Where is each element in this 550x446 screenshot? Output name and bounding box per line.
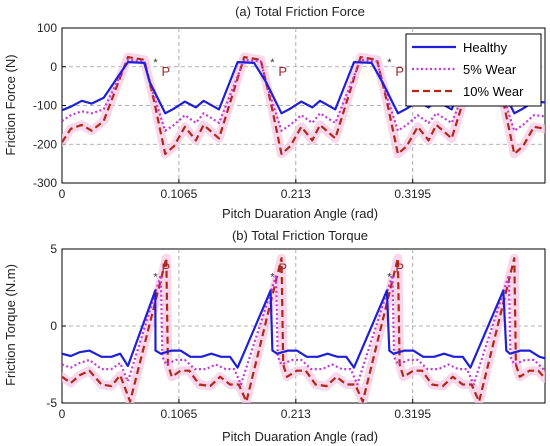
marker-label: P <box>395 261 404 276</box>
series-line-5-wear <box>62 274 545 386</box>
series-line-10-wear <box>62 257 545 403</box>
legend: Healthy 5% Wear 10% Wear <box>405 33 542 107</box>
legend-label: 10% Wear <box>463 84 524 99</box>
marker-label: P <box>162 261 171 276</box>
x-tick-label: 0.3195 <box>394 187 431 201</box>
friction-force-panel: (a) Total Friction Force Pitch Duaration… <box>3 4 546 221</box>
y-tick-label: 100 <box>37 21 57 35</box>
x-tick-label: 0 <box>59 407 66 421</box>
y-tick-label: -200 <box>33 137 57 151</box>
y-tick-label: -5 <box>46 396 57 410</box>
marker-star: * <box>387 272 392 284</box>
marker-star: * <box>153 57 158 69</box>
x-tick-label: 0 <box>59 187 66 201</box>
series-group <box>62 253 545 403</box>
friction-torque-panel: (b) Total Friction Torque Pitch Duaratio… <box>3 228 546 444</box>
y-tick-label: 0 <box>50 319 57 333</box>
x-tick-label: 0.213 <box>281 187 311 201</box>
x-tick-label: 0.213 <box>281 407 311 421</box>
x-tick-label: 0.1065 <box>161 187 198 201</box>
marker-label: P <box>395 64 404 79</box>
x-tick-label: 0.3195 <box>394 407 431 421</box>
x-tick-label: 0.1065 <box>161 407 198 421</box>
chart-title: (b) Total Friction Torque <box>232 228 368 243</box>
y-axis-label: Friction Torque (N.m) <box>3 264 18 386</box>
marker-label: P <box>278 64 287 79</box>
y-tick-label: 0 <box>50 60 57 74</box>
y-tick-label: -300 <box>33 176 57 190</box>
marker-star: * <box>270 57 275 69</box>
y-axis-label: Friction Force (N) <box>3 54 18 155</box>
marker-star: * <box>270 272 275 284</box>
series-line-healthy <box>62 289 545 369</box>
x-axis-label: Pitch Duaration Angle (rad) <box>222 429 378 444</box>
x-axis-label: Pitch Duaration Angle (rad) <box>222 206 378 221</box>
marker-star: * <box>153 272 158 284</box>
chart-title: (a) Total Friction Force <box>235 4 365 19</box>
marker-label: P <box>278 261 287 276</box>
y-tick-label: -100 <box>33 99 57 113</box>
legend-label: 5% Wear <box>463 62 517 77</box>
marker-star: * <box>387 57 392 69</box>
legend-label: Healthy <box>463 40 508 55</box>
y-tick-label: 5 <box>50 242 57 256</box>
marker-label: P <box>162 64 171 79</box>
